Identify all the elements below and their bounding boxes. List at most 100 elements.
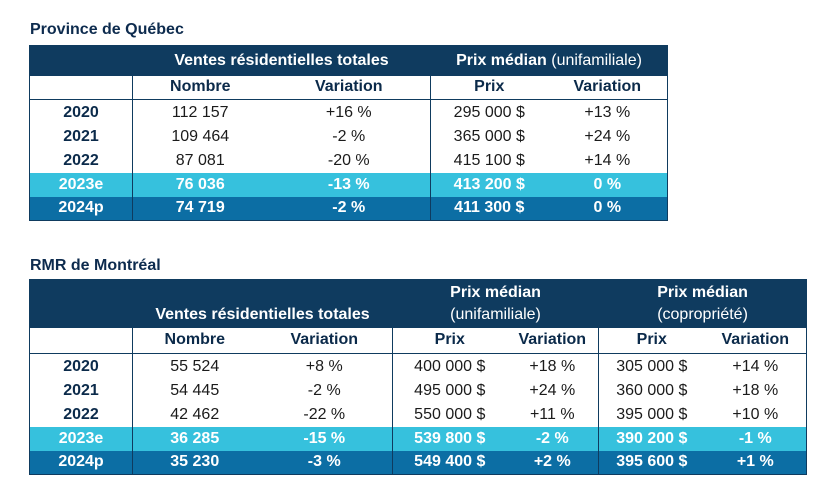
- table-row: 2022 87 081 -20 % 415 100 $ +14 %: [30, 148, 668, 173]
- price2-cell: 305 000 $: [598, 353, 705, 380]
- montreal-header-empty: [29, 279, 133, 328]
- price1-cell: 495 000 $: [392, 379, 507, 403]
- price-cell: 415 100 $: [430, 148, 548, 173]
- price2-cell: 395 600 $: [598, 450, 705, 475]
- quebec-sales-group-header: Ventes résidentielles totales: [131, 45, 431, 76]
- table-row: 2021 109 464 -2 % 365 000 $ +24 %: [30, 125, 668, 149]
- price-var-cell: +13 %: [584, 103, 631, 121]
- year-cell: 2023e: [29, 172, 133, 197]
- montreal-sales-group-header: Ventes résidentielles totales: [131, 279, 393, 328]
- price-cell: 411 300 $: [430, 196, 548, 221]
- price2-var-cell: +14 %: [732, 357, 779, 375]
- count-var-cell: -3 %: [256, 450, 393, 475]
- year-cell: 2020: [63, 357, 99, 375]
- price1-var-cell: +24 %: [529, 382, 576, 399]
- table-row-estimate: 2023e 76 036 -13 % 413 200 $ 0 %: [29, 172, 668, 197]
- price1-var-cell: +18 %: [529, 357, 576, 375]
- quebec-col-price: Prix: [430, 75, 548, 100]
- quebec-subheader-row: Nombre Variation Prix Variation: [29, 75, 668, 100]
- quebec-price-group-label: Prix médian: [456, 51, 547, 69]
- count-var-cell: -15 %: [256, 426, 393, 451]
- price1-cell: 550 000 $: [392, 402, 507, 427]
- price-cell: 295 000 $: [430, 99, 548, 126]
- count-cell: 109 464: [132, 125, 268, 149]
- count-cell: 87 081: [132, 148, 268, 173]
- count-cell: 36 285: [132, 426, 257, 451]
- quebec-col-count: Nombre: [132, 75, 268, 100]
- price2-var-cell: +10 %: [732, 405, 779, 423]
- count-var-cell: -2 %: [307, 382, 341, 399]
- price-var-cell: 0 %: [547, 172, 668, 197]
- price1-var-cell: +2 %: [506, 450, 599, 475]
- table-row-estimate: 2023e 36 285 -15 % 539 800 $ -2 % 390 20…: [29, 426, 807, 451]
- montreal-col-price1: Prix: [392, 327, 507, 354]
- price2-var-cell: +18 %: [732, 382, 779, 399]
- montreal-subheader-empty: [29, 327, 133, 354]
- count-var-cell: -20 %: [327, 151, 370, 169]
- quebec-price-group-note: (unifamiliale): [551, 51, 642, 69]
- count-cell: 74 719: [132, 196, 268, 221]
- montreal-title: RMR de Montréal: [30, 257, 161, 274]
- price1-var-cell: -2 %: [506, 426, 599, 451]
- price2-var-cell: +1 %: [704, 450, 807, 475]
- montreal-price2-label: Prix médian: [657, 283, 748, 301]
- quebec-header-empty: [29, 45, 133, 76]
- quebec-col-count-var: Variation: [267, 75, 431, 100]
- price2-var-cell: -1 %: [704, 426, 807, 451]
- montreal-price1-group-header: Prix médian (unifamiliale): [392, 279, 599, 328]
- year-cell: 2021: [63, 382, 99, 399]
- count-var-cell: -13 %: [267, 172, 431, 197]
- price1-cell: 549 400 $: [392, 450, 507, 475]
- montreal-table: Ventes résidentielles totales Prix média…: [29, 279, 808, 475]
- price-var-cell: +24 %: [584, 128, 631, 145]
- table-row: 2022 42 462 -22 % 550 000 $ +11 % 395 00…: [30, 402, 807, 427]
- price2-cell: 390 200 $: [598, 426, 705, 451]
- table-row-forecast: 2024p 35 230 -3 % 549 400 $ +2 % 395 600…: [29, 450, 807, 475]
- montreal-col-price2-var: Variation: [704, 327, 807, 354]
- price-var-cell: +14 %: [584, 151, 631, 169]
- year-cell: 2020: [63, 103, 99, 121]
- count-cell: 42 462: [132, 402, 257, 427]
- quebec-title: Province de Québec: [30, 21, 184, 38]
- montreal-subheader-row: Nombre Variation Prix Variation Prix Var…: [29, 327, 807, 354]
- count-var-cell: -22 %: [303, 405, 346, 423]
- count-cell: 55 524: [132, 353, 257, 380]
- table-row: 2021 54 445 -2 % 495 000 $ +24 % 360 000…: [30, 379, 807, 403]
- table-row: 2020 55 524 +8 % 400 000 $ +18 % 305 000…: [30, 353, 807, 380]
- montreal-col-count: Nombre: [132, 327, 257, 354]
- price-cell: 413 200 $: [430, 172, 548, 197]
- year-cell: 2022: [63, 151, 99, 169]
- quebec-col-price-var: Variation: [547, 75, 668, 100]
- year-cell: 2024p: [29, 196, 133, 221]
- count-var-cell: +16 %: [325, 103, 372, 121]
- price1-cell: 400 000 $: [392, 353, 507, 380]
- montreal-col-count-var: Variation: [256, 327, 393, 354]
- montreal-header-row: Ventes résidentielles totales Prix média…: [29, 279, 807, 328]
- count-var-cell: +8 %: [305, 357, 343, 375]
- price2-cell: 360 000 $: [598, 379, 705, 403]
- price2-cell: 395 000 $: [598, 402, 705, 427]
- count-var-cell: -2 %: [267, 196, 431, 221]
- montreal-price1-label: Prix médian: [450, 283, 541, 301]
- montreal-col-price2: Prix: [598, 327, 705, 354]
- count-cell: 112 157: [132, 99, 268, 126]
- montreal-price2-note: (copropriété): [657, 305, 748, 323]
- count-var-cell: -2 %: [332, 128, 366, 145]
- quebec-table: Ventes résidentielles totales Prix média…: [29, 45, 669, 221]
- montreal-col-price1-var: Variation: [506, 327, 599, 354]
- count-cell: 54 445: [132, 379, 257, 403]
- year-cell: 2023e: [29, 426, 133, 451]
- quebec-price-group-header: Prix médian (unifamiliale): [430, 45, 668, 76]
- count-cell: 76 036: [132, 172, 268, 197]
- price-cell: 365 000 $: [430, 125, 548, 149]
- price1-cell: 539 800 $: [392, 426, 507, 451]
- year-cell: 2021: [63, 128, 99, 145]
- quebec-header-row: Ventes résidentielles totales Prix média…: [29, 45, 668, 76]
- year-cell: 2024p: [29, 450, 133, 475]
- table-row: 2020 112 157 +16 % 295 000 $ +13 %: [30, 99, 668, 126]
- price-var-cell: 0 %: [547, 196, 668, 221]
- montreal-price2-group-header: Prix médian (copropriété): [598, 279, 807, 328]
- year-cell: 2022: [63, 405, 99, 423]
- montreal-price1-note: (unifamiliale): [450, 305, 541, 323]
- price1-var-cell: +11 %: [529, 405, 575, 423]
